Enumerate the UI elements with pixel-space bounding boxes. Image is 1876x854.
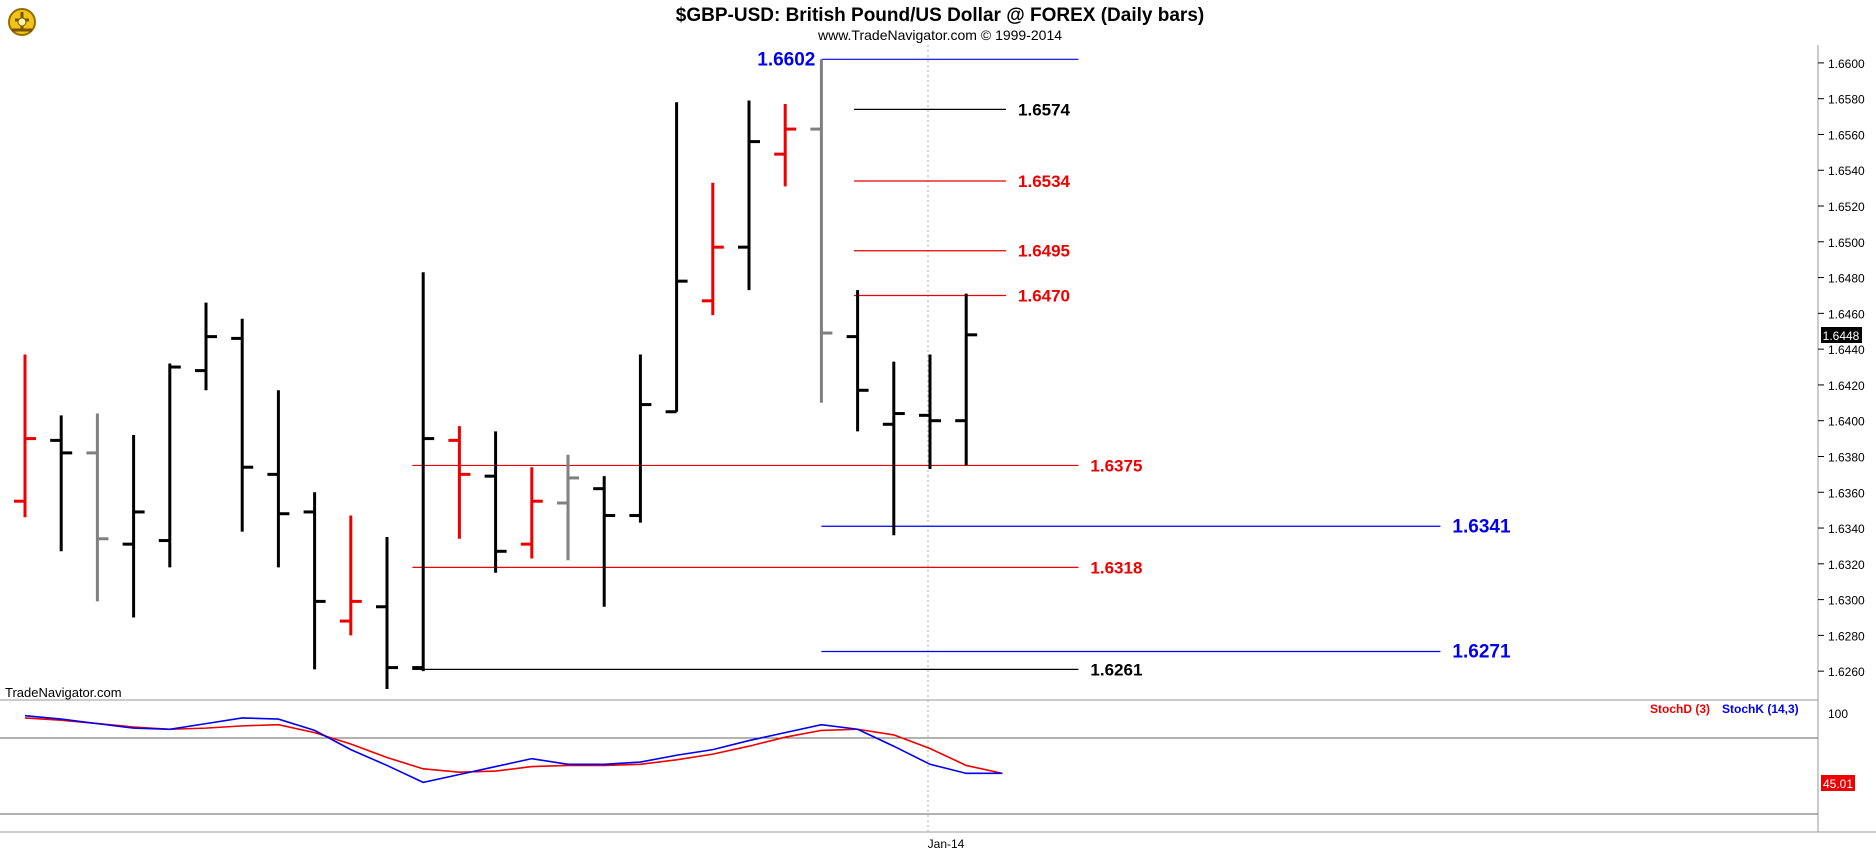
- stochastic-panel: [24, 714, 1003, 784]
- price-tick-label: 1.6360: [1828, 486, 1865, 500]
- ohlc-bar: [195, 302, 217, 391]
- ohlc-bar: [122, 435, 145, 618]
- price-tick-label: 1.6320: [1828, 558, 1865, 572]
- stoch-d-line: [24, 717, 1003, 775]
- ohlc-bar: [14, 354, 36, 518]
- price-tick-label: 1.6500: [1828, 236, 1865, 250]
- level-label-1.6375: 1.6375: [1090, 456, 1142, 475]
- price-bars: [14, 59, 978, 690]
- ohlc-bar: [412, 272, 435, 672]
- level-label-1.6534: 1.6534: [1018, 172, 1071, 191]
- chart-frame: [0, 44, 1876, 833]
- ohlc-bar: [86, 413, 109, 602]
- price-tick-label: 1.6480: [1828, 272, 1865, 286]
- chart-subtitle: www.TradeNavigator.com © 1999-2014: [817, 27, 1062, 43]
- price-tick-label: 1.6420: [1828, 379, 1865, 393]
- x-axis-label-jan: Jan-14: [928, 837, 965, 851]
- ohlc-bar: [629, 354, 652, 523]
- price-tick-label: 1.6460: [1828, 307, 1865, 321]
- last-price-badge: 1.6448: [1821, 327, 1862, 343]
- price-tick-label: 1.6520: [1828, 200, 1865, 214]
- price-tick-label: 1.6280: [1828, 629, 1865, 643]
- ohlc-bar: [231, 318, 254, 532]
- ohlc-bar: [158, 363, 181, 568]
- ohlc-bar: [50, 415, 73, 552]
- ohlc-bar: [484, 431, 507, 573]
- level-label-1.6495: 1.6495: [1018, 242, 1070, 261]
- ohlc-bar: [303, 492, 326, 670]
- ohlc-bar: [738, 100, 760, 291]
- ohlc-bar: [882, 361, 905, 536]
- price-tick-label: 1.6300: [1828, 594, 1865, 608]
- price-tick-label: 1.6400: [1828, 415, 1865, 429]
- stoch-last-badge: 45.01: [1821, 775, 1855, 791]
- stoch-k-line: [24, 714, 1003, 784]
- price-tick-label: 1.6600: [1828, 57, 1865, 71]
- trade-navigator-logo-icon: [8, 8, 36, 36]
- ohlc-bar: [557, 454, 579, 561]
- level-label-1.6341: 1.6341: [1452, 516, 1511, 537]
- watermark-text: TradeNavigator.com: [5, 685, 122, 700]
- ohlc-bar: [339, 515, 362, 636]
- stochd-legend: StochD (3): [1650, 702, 1710, 716]
- last-price-label: 1.6448: [1823, 329, 1860, 343]
- ohlc-bar: [267, 390, 290, 568]
- ohlc-bar: [919, 354, 941, 470]
- price-tick-label: 1.6340: [1828, 522, 1865, 536]
- support-resistance-levels: 1.6602 1.6574 1.6534 1.6495 1.6470 1.6375 1.63…: [412, 49, 1511, 679]
- price-tick-label: 1.6540: [1828, 164, 1865, 178]
- ohlc-bar: [520, 467, 543, 559]
- price-tick-label: 1.6260: [1828, 665, 1865, 679]
- ohlc-bar: [774, 104, 797, 187]
- ohlc-bar: [701, 182, 724, 316]
- price-tick-label: 1.6380: [1828, 450, 1865, 464]
- ohlc-bar: [376, 536, 398, 690]
- level-label-1.6602: 1.6602: [757, 49, 815, 70]
- stoch-last-value: 45.01: [1823, 777, 1853, 791]
- level-label-1.6318: 1.6318: [1090, 558, 1142, 577]
- level-label-1.6271: 1.6271: [1452, 641, 1511, 662]
- level-label-1.6470: 1.6470: [1018, 286, 1070, 305]
- ohlc-bar: [593, 476, 616, 607]
- ohlc-bar: [665, 102, 688, 414]
- ohlc-bar: [846, 290, 869, 432]
- price-tick-label: 1.6440: [1828, 343, 1865, 357]
- stochk-legend: StochK (14,3): [1722, 702, 1799, 716]
- price-tick-label: 1.6580: [1828, 93, 1865, 107]
- price-tick-label: 1.6560: [1828, 128, 1865, 142]
- level-label-1.6574: 1.6574: [1018, 100, 1071, 119]
- chart-title: $GBP-USD: British Pound/US Dollar @ FORE…: [676, 5, 1204, 26]
- ohlc-bar: [955, 293, 978, 466]
- ohlc-bar: [448, 426, 471, 539]
- level-label-1.6261: 1.6261: [1090, 660, 1142, 679]
- price-axis: 1.6600 1.6580 1.6560 1.6540 1.6520 1.6500 1.64…: [1818, 57, 1865, 679]
- stoch-axis-tick-100: 100: [1828, 707, 1848, 721]
- ohlc-bar: [810, 59, 833, 403]
